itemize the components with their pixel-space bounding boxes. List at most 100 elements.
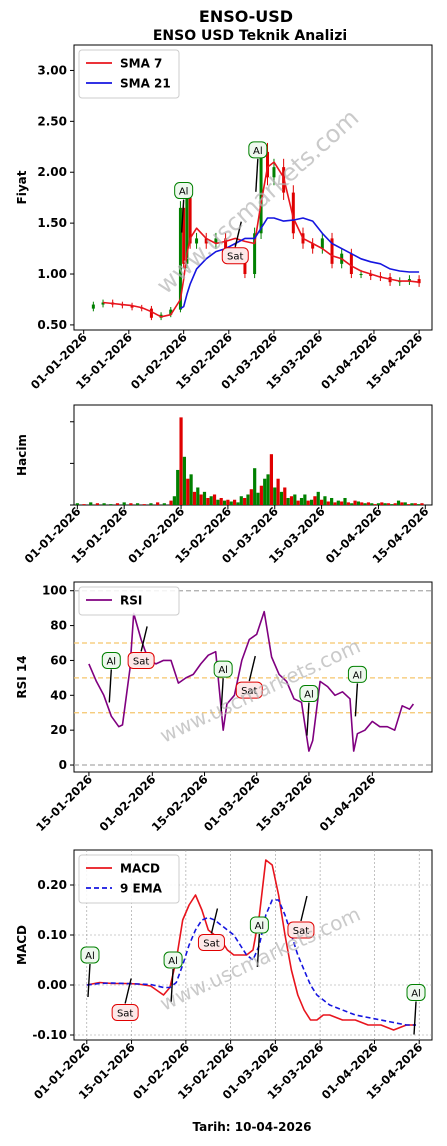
volume-bar <box>417 504 421 505</box>
volume-bar <box>246 494 250 505</box>
buy-arrow <box>170 968 174 1003</box>
candle-body <box>149 308 153 318</box>
legend-label: MACD <box>120 862 160 876</box>
y-axis-label: Hacim <box>15 434 29 476</box>
volume-bar <box>129 503 133 505</box>
sell-signal-box <box>287 921 315 939</box>
y-tick-label: 20 <box>50 723 67 737</box>
sell-signal-box <box>197 934 225 951</box>
y-tick-label: 40 <box>50 688 67 702</box>
volume-bar <box>196 487 200 505</box>
candle-body <box>266 151 270 178</box>
volume-bar <box>229 501 233 505</box>
rsi-line <box>88 610 415 752</box>
volume-bar <box>313 496 317 505</box>
buy-signal-box <box>299 685 319 703</box>
y-tick-label: 80 <box>50 619 67 633</box>
volume-bar <box>75 503 79 505</box>
candle-body <box>259 151 263 234</box>
volume-bar <box>410 503 414 505</box>
y-axis-label: MACD <box>15 925 29 965</box>
volume-bar <box>243 497 247 505</box>
y-tick-label: 3.00 <box>37 63 67 77</box>
sell-signal-label: Sat <box>133 656 149 667</box>
legend-label: RSI <box>120 594 142 608</box>
sell-signal-box <box>111 1004 139 1021</box>
volume-bar <box>403 502 407 505</box>
buy-signal-box <box>80 946 100 964</box>
buy-signal-label: Al <box>85 951 95 962</box>
volume-bar <box>350 503 354 505</box>
volume-bar <box>156 502 160 505</box>
volume-bar <box>370 503 374 505</box>
buy-signal-box <box>163 951 183 969</box>
volume-bar <box>266 474 270 505</box>
sell-signal-label: Sat <box>117 1009 133 1020</box>
y-tick-label: 1.00 <box>37 267 67 281</box>
sell-arrow <box>140 626 148 652</box>
volume-bar <box>406 504 411 505</box>
sell-arrow <box>300 895 308 922</box>
y-tick-label: 100 <box>42 584 67 598</box>
volume-bar <box>393 503 397 505</box>
buy-signal-label: Al <box>411 989 421 1000</box>
volume-bar <box>330 497 334 505</box>
candle-body <box>291 192 295 234</box>
candle-body <box>185 197 189 264</box>
volume-bar <box>222 500 227 505</box>
candle-body <box>369 274 373 277</box>
y-tick-label: 0.00 <box>37 978 67 992</box>
volume-bar <box>336 500 340 505</box>
sell-signal-label: Sat <box>241 686 257 697</box>
buy-signal-label: Al <box>179 187 189 198</box>
candle-body <box>311 243 315 249</box>
volume-bar <box>142 504 146 505</box>
volume-bar <box>316 491 320 505</box>
buy-arrow <box>413 1001 417 1035</box>
volume-bar <box>306 500 310 505</box>
candle-body <box>320 238 324 249</box>
buy-arrow <box>256 933 261 968</box>
buy-arrow <box>108 669 112 703</box>
buy-signal-label: Al <box>353 670 363 681</box>
legend-box <box>78 854 180 904</box>
ema9-line <box>86 899 416 1026</box>
buy-signal-box <box>249 916 269 934</box>
buy-signal-label: Al <box>253 146 263 157</box>
volume-bar <box>296 500 300 505</box>
volume-axes-frame <box>73 404 433 506</box>
volume-bar <box>232 499 237 505</box>
sell-signal-label: Sat <box>227 252 243 263</box>
y-tick-label: 2.50 <box>37 114 67 128</box>
volume-bar <box>383 503 387 505</box>
volume-bar <box>209 496 213 505</box>
volume-bar <box>115 503 120 505</box>
y-tick-label: -0.10 <box>32 1028 67 1042</box>
volume-bar <box>256 492 260 505</box>
volume-bar <box>122 502 126 505</box>
volume-bar <box>189 474 193 505</box>
volume-bar <box>249 489 253 505</box>
buy-signal-label: Al <box>255 921 265 932</box>
volume-bar <box>286 497 290 505</box>
sell-arrow <box>248 655 256 682</box>
volume-bar <box>216 499 220 505</box>
volume-bar <box>360 502 364 505</box>
sell-signal-label: Sat <box>203 939 219 950</box>
candle-body <box>188 197 192 244</box>
volume-bar <box>413 503 417 505</box>
volume-bar <box>376 503 381 505</box>
buy-signal-label: Al <box>304 690 314 701</box>
volume-bar <box>289 496 294 505</box>
y-tick-label: 1.50 <box>37 216 67 230</box>
buy-signal-box <box>406 984 426 1001</box>
volume-bar <box>239 496 243 505</box>
candle-body <box>359 274 363 276</box>
candle-body <box>130 305 134 308</box>
volume-bar <box>346 502 350 505</box>
candle-body <box>169 309 173 315</box>
volume-bar <box>343 497 347 505</box>
volume-bar <box>236 502 240 505</box>
candle-body <box>214 238 218 244</box>
buy-signal-label: Al <box>218 665 228 676</box>
